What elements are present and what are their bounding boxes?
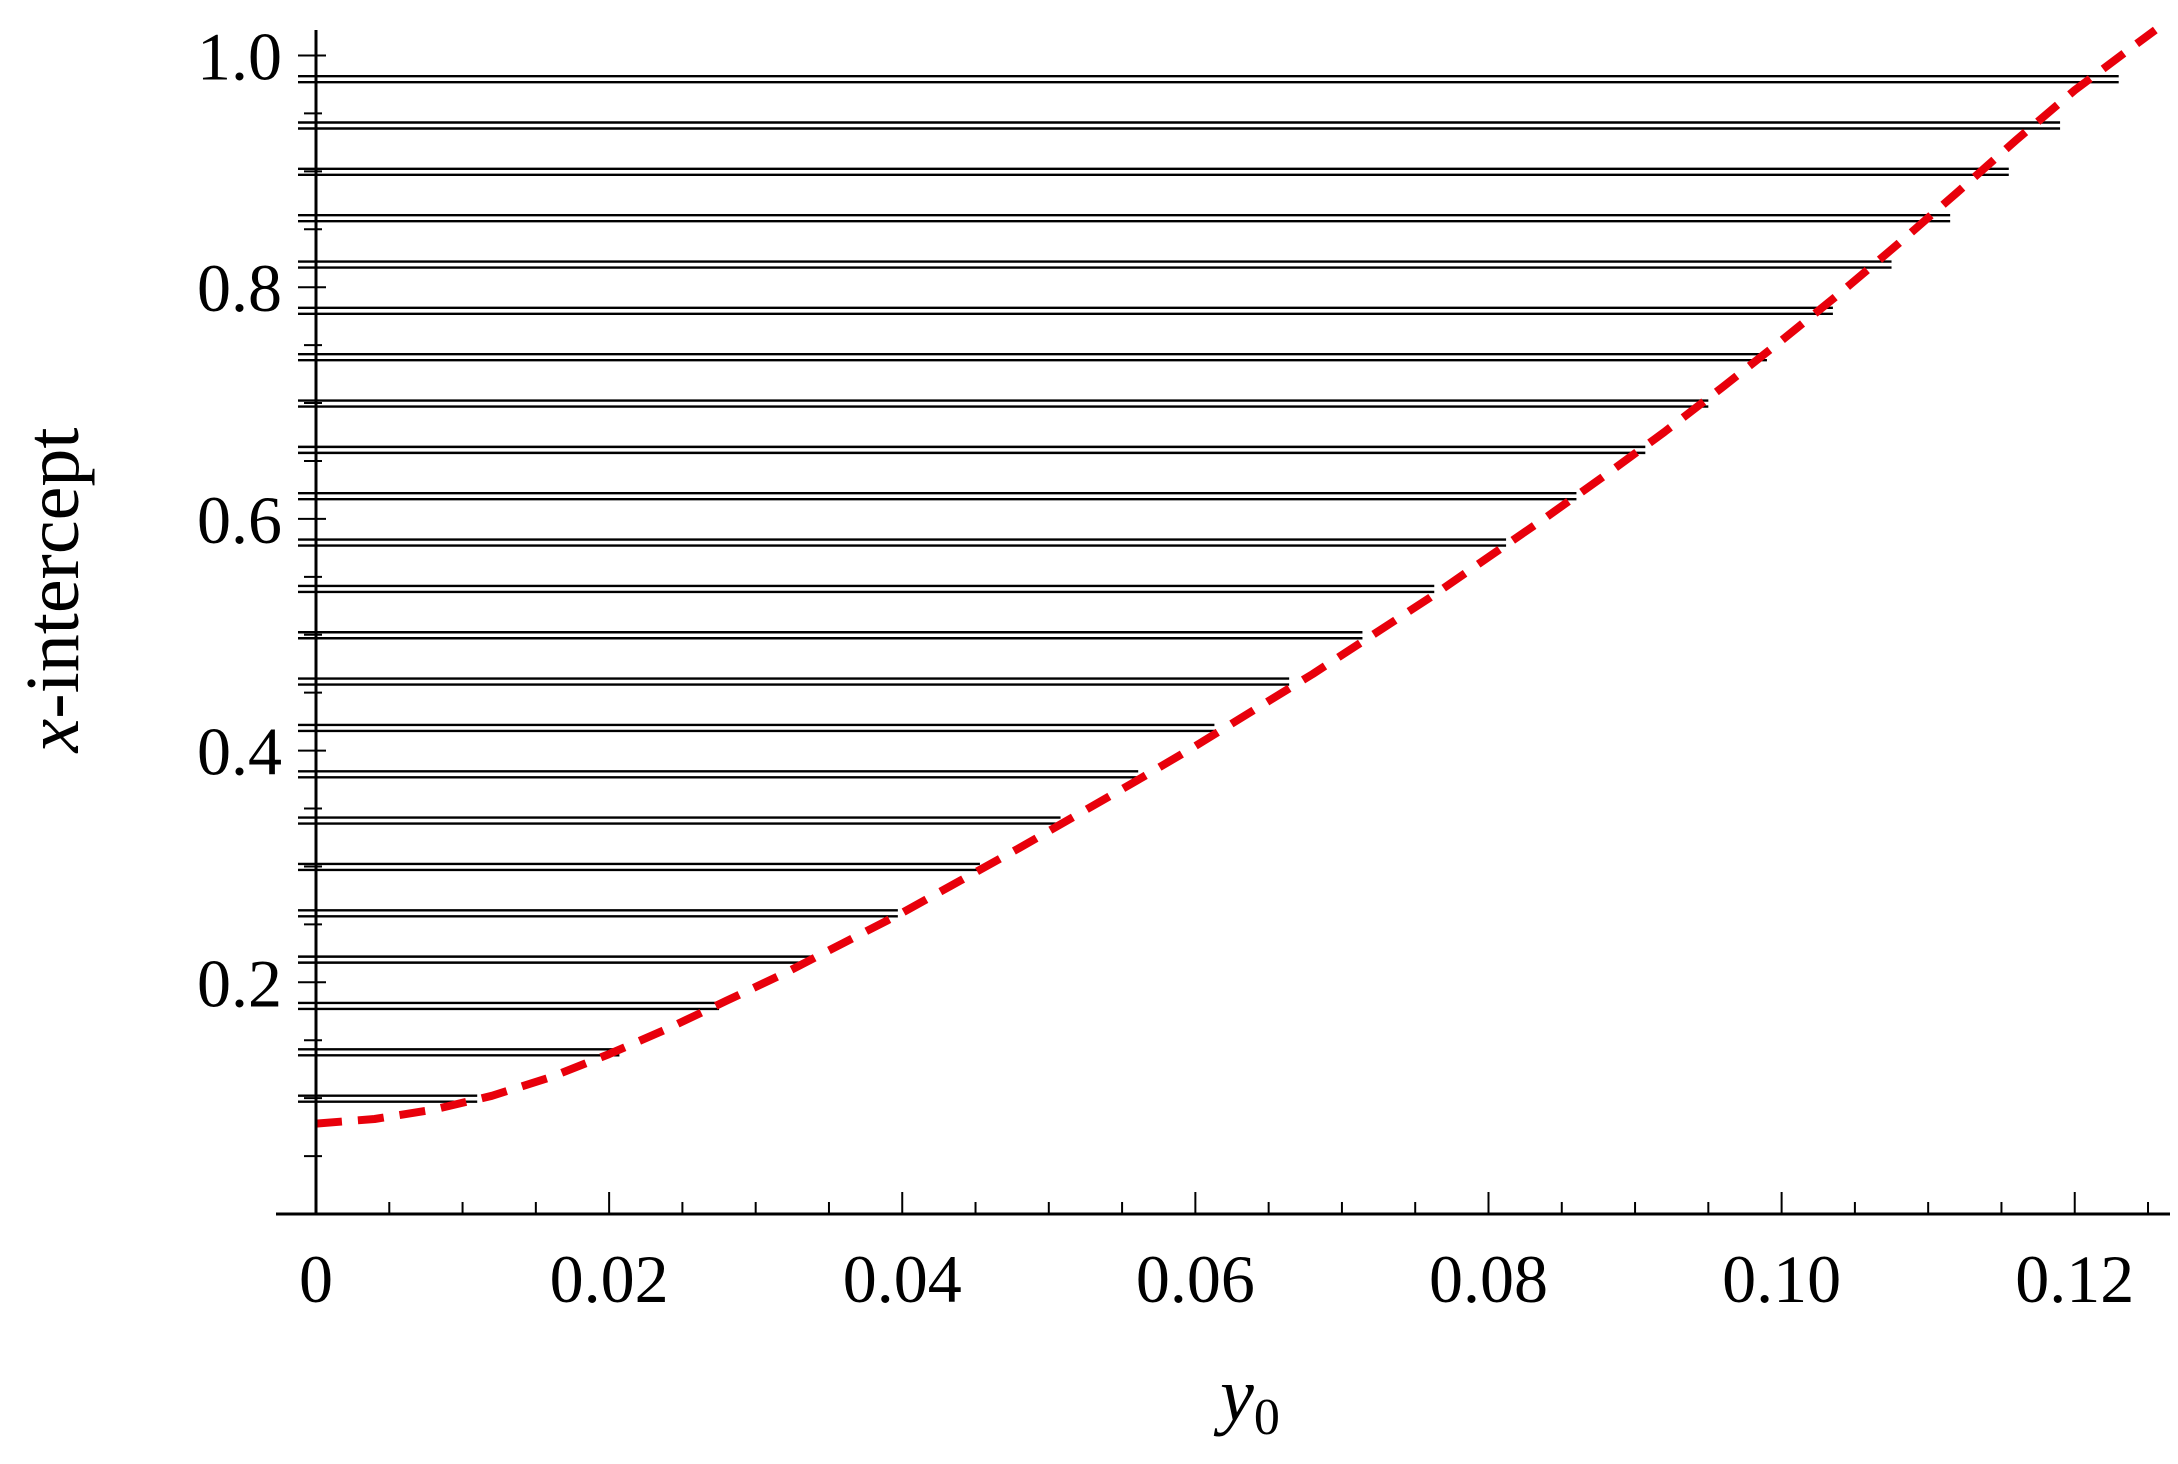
- segment-16: [298, 399, 1709, 408]
- segment-5: [298, 909, 898, 918]
- segment-22: [298, 121, 2061, 130]
- x-axis-title-var: y: [1213, 1353, 1254, 1437]
- x-tick-label: 0.12: [2015, 1241, 2134, 1317]
- segment-1: [298, 1094, 478, 1103]
- segment-7: [298, 816, 1061, 825]
- segment-15: [298, 445, 1646, 455]
- segment-20: [298, 213, 1951, 223]
- y-axis-title-text: -intercept: [11, 428, 95, 719]
- segment-12: [298, 584, 1435, 594]
- segment-8: [298, 770, 1139, 779]
- segment-21: [298, 167, 2009, 177]
- segment-10: [298, 677, 1290, 686]
- segment-9: [298, 723, 1215, 733]
- x-ticks: 0 0.02 0.04 0.06 0.08 0.10 0.12: [299, 1192, 2150, 1317]
- x-tick-label: 0: [299, 1241, 333, 1317]
- y-tick-label: 0.8: [197, 250, 282, 326]
- y-tick-label: 0.4: [197, 714, 282, 790]
- x-axis-title: y0: [1213, 1353, 1280, 1446]
- horizontal-segments: [298, 74, 2119, 1103]
- segment-14: [298, 492, 1577, 501]
- y-axis-title: x-intercept: [11, 428, 95, 754]
- segment-13: [298, 538, 1507, 547]
- y-ticks: 0.2 0.4 0.6 0.8 1.0: [197, 18, 326, 1158]
- segment-23: [298, 74, 2119, 84]
- y-tick-label: 0.6: [197, 482, 282, 558]
- y-axis-title-var: x: [11, 718, 95, 753]
- y-tick-label: 1.0: [197, 18, 282, 94]
- x-tick-label: 0.06: [1136, 1241, 1255, 1317]
- boundary-curve-group: [315, 26, 2158, 1128]
- segment-3: [298, 1001, 720, 1011]
- segment-18: [298, 306, 1833, 316]
- x-tick-label: 0.04: [843, 1241, 962, 1317]
- segment-2: [298, 1048, 620, 1057]
- segment-4: [298, 955, 812, 964]
- x-tick-label: 0.08: [1429, 1241, 1548, 1317]
- segment-6: [298, 862, 980, 872]
- x-tick-label: 0.02: [550, 1241, 669, 1317]
- axes: [276, 30, 2170, 1216]
- boundary-curve: [315, 26, 2158, 1128]
- segment-19: [298, 260, 1892, 269]
- segment-11: [298, 631, 1363, 640]
- x-axis-title-subscript: 0: [1254, 1389, 1280, 1446]
- x-tick-label: 0.10: [1722, 1241, 1841, 1317]
- y-tick-label: 0.2: [197, 945, 282, 1021]
- segment-17: [298, 353, 1767, 362]
